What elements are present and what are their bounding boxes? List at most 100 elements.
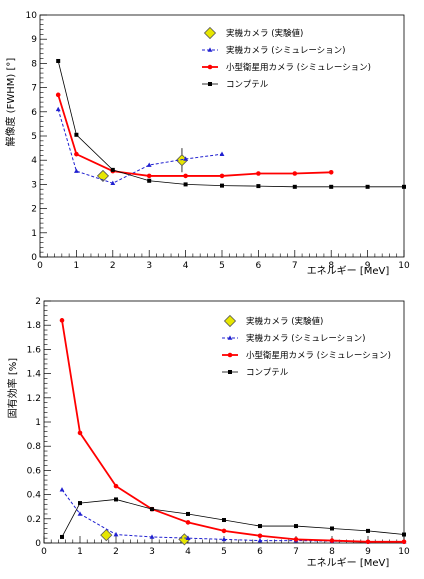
data-point-sim_real [221, 536, 227, 542]
legend: 実機カメラ (実験値) 実機カメラ (シミュレーション) 小型衛星用カメラ (シミュ… [202, 26, 371, 90]
data-point-sim_real [257, 537, 263, 543]
data-point-sim_small [365, 539, 371, 545]
data-point-compton [114, 497, 118, 502]
data-point-sim_small [59, 318, 65, 323]
legend-label: 実機カメラ (実験値) [226, 28, 303, 39]
legend-label: コンプテル [226, 80, 269, 90]
x-tick-label: 8 [329, 547, 335, 557]
y-tick-label: 6 [31, 108, 37, 118]
legend-marker-sim_real [227, 335, 233, 340]
legend-marker-sim_real [207, 47, 213, 52]
y-tick-label: 0 [35, 539, 41, 549]
y-tick-label: 1.8 [27, 321, 42, 331]
x-tick-label: 4 [183, 261, 189, 271]
y-tick-label: 9 [31, 35, 37, 45]
data-point-compton [56, 58, 61, 63]
x-tick-label: 3 [149, 547, 155, 557]
data-point-sim_real [219, 151, 225, 156]
y-tick-label: 5 [31, 132, 37, 142]
legend-label: 実機カメラ (シミュレーション) [226, 45, 346, 56]
y-tick-label: 1.6 [27, 345, 42, 355]
data-point-compton [365, 184, 370, 189]
y-tick-label: 0.6 [27, 466, 42, 476]
data-point-sim_small [77, 430, 83, 436]
data-point-sim_small [185, 520, 191, 525]
x-tick-label: 6 [256, 261, 262, 271]
legend-marker-measured [203, 26, 217, 40]
legend: 実機カメラ (実験値) 実機カメラ (シミュレーション) 小型衛星用カメラ (シミュ… [222, 314, 391, 378]
y-tick-label: 8 [31, 59, 37, 69]
data-point-sim_real [59, 487, 65, 492]
legend-marker-compton [208, 82, 212, 86]
x-axis-label: エネルギー [MeV] [307, 265, 390, 277]
data-point-compton [183, 182, 188, 187]
y-tick-label: 2 [35, 297, 41, 307]
data-point-compton [366, 528, 370, 533]
data-point-sim_small [146, 173, 152, 179]
y-tick-label: 0.2 [27, 515, 41, 525]
data-point-compton [294, 524, 298, 529]
data-point-compton [292, 184, 297, 189]
x-tick-label: 1 [77, 547, 83, 557]
legend-marker-measured [223, 314, 237, 328]
data-point-sim_real [146, 162, 152, 167]
data-point-sim_small [292, 171, 298, 176]
y-tick-label: 1.4 [27, 370, 42, 380]
x-tick-label: 10 [398, 261, 410, 271]
data-point-compton [329, 184, 334, 189]
legend-marker-sim_small [207, 64, 213, 70]
data-point-sim_small [328, 170, 334, 175]
y-tick-label: 0.8 [27, 442, 42, 452]
data-point-sim_small [401, 539, 407, 545]
data-point-sim_small [257, 533, 263, 539]
legend-label: 実機カメラ (シミュレーション) [246, 333, 366, 344]
x-tick-label: 7 [292, 261, 298, 271]
legend-label: コンプテル [246, 368, 289, 378]
data-point-sim_small [183, 173, 188, 179]
x-tick-label: 9 [365, 261, 371, 271]
y-tick-label: 1.2 [27, 394, 41, 404]
x-tick-label: 6 [257, 547, 263, 557]
data-point-measured [100, 529, 113, 542]
data-point-compton [150, 507, 154, 512]
data-point-compton [220, 183, 224, 188]
y-tick-label: 10 [26, 11, 38, 21]
y-tick-label: 3 [31, 180, 37, 190]
data-point-sim_small [256, 171, 261, 176]
data-point-compton [402, 184, 406, 189]
x-tick-label: 10 [398, 547, 410, 557]
y-tick-label: 7 [31, 84, 37, 94]
x-axis-label: エネルギー [MeV] [307, 557, 390, 569]
y-tick-label: 0.4 [27, 491, 42, 501]
data-point-sim_small [113, 483, 119, 489]
data-point-sim_small [221, 528, 227, 534]
data-point-compton [330, 526, 334, 531]
y-tick-label: 0 [31, 253, 37, 263]
legend-label: 小型衛星用カメラ (シミュレーション) [246, 350, 391, 361]
data-point-compton [222, 518, 226, 523]
data-point-sim_real [113, 531, 119, 537]
series-line-sim_small [57, 94, 332, 177]
y-axis-label: 解像度 (FWHM) [°] [4, 58, 17, 147]
x-tick-label: 4 [185, 547, 191, 557]
legend-marker-compton [228, 370, 232, 374]
series-line-sim_real [57, 109, 223, 184]
data-point-compton [186, 511, 190, 516]
data-point-compton [256, 184, 261, 189]
x-tick-label: 2 [110, 261, 116, 271]
data-point-sim_small [74, 151, 79, 157]
data-point-sim_small [55, 92, 61, 98]
data-point-measured [96, 169, 110, 182]
data-point-sim_small [293, 537, 299, 542]
data-point-compton [74, 132, 79, 137]
data-point-compton [110, 167, 115, 172]
series-line-sim_real [61, 489, 404, 543]
y-tick-label: 4 [31, 156, 37, 166]
data-point-sim_real [55, 106, 61, 112]
chart-panel-1: 0 1 2 3 4 5 6 7 8 9 10 0 1 2 3 4 5 6 7 8 9 10 エネルギー [MeV] 解像度 (… [4, 11, 410, 277]
data-point-sim_real [185, 535, 191, 540]
data-point-sim_small [329, 538, 335, 543]
x-tick-label: 8 [328, 261, 334, 271]
legend-marker-sim_small [227, 352, 233, 358]
